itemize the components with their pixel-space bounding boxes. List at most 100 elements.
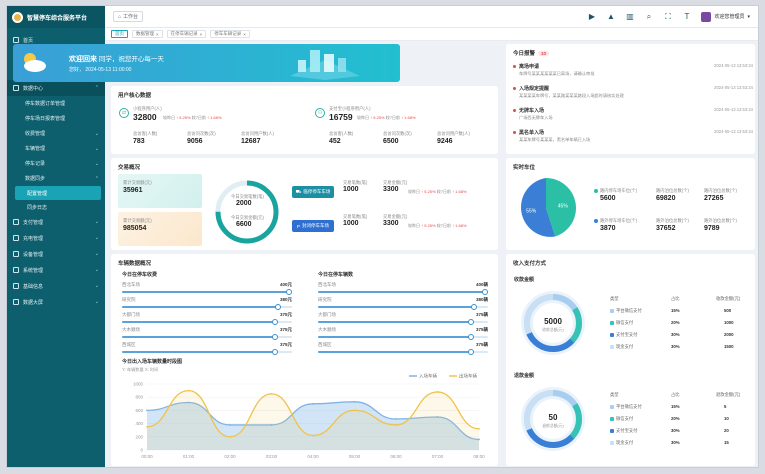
sidebar-item-12[interactable]: 支付管理 ⌄: [7, 214, 105, 230]
workspace-button[interactable]: ⌂ 工作台: [113, 11, 144, 22]
bar-name: 大木顺场: [318, 327, 336, 332]
chevron-icon: ⌄: [94, 219, 99, 225]
tab-label: 数据管理: [136, 31, 154, 36]
bar-value: 400元: [279, 282, 292, 287]
x-tick-label: 01:00: [183, 454, 195, 459]
table-cell-pct: 15%: [671, 308, 680, 313]
tab-label: 首页: [115, 31, 124, 36]
chevron-icon: ⌄: [94, 145, 99, 152]
bar-value: 375元: [279, 327, 292, 332]
trade-box-1: 累计交易额(元) 35961: [118, 174, 202, 208]
bar-knob[interactable]: [275, 304, 282, 310]
vehicle-bar-row: 研究院 380辆: [318, 297, 488, 313]
sidebar-item-13[interactable]: 充电管理 ⌄: [7, 230, 105, 246]
core-sub-value: 6500: [383, 138, 399, 145]
city-illustration: [290, 50, 360, 80]
close-icon[interactable]: ×: [243, 31, 246, 37]
core-right-delta: 较昨日 ↑ 5.25% 较7日前 ↑ 1.68%: [357, 115, 416, 120]
sidebar-item-17[interactable]: 数据大屏 ⌄: [7, 294, 105, 310]
sidebar-item-14[interactable]: 设备管理 ⌄: [7, 246, 105, 262]
fullscreen-icon[interactable]: ⛶: [665, 11, 671, 21]
ring-center-label: 收款总额(元): [542, 327, 564, 332]
sidebar-item-label: 系统管理: [23, 267, 44, 274]
sidebar-item-15[interactable]: 系统管理 ⌄: [7, 262, 105, 278]
legend-label-1: 出场车辆: [459, 373, 477, 380]
vehicle-bar-row: 西城区 375辆: [318, 342, 488, 358]
x-tick-label: 08:00: [473, 454, 485, 459]
legend-swatch: [610, 404, 614, 409]
bar-knob[interactable]: [272, 349, 278, 355]
trade-box-2-value: 985054: [123, 225, 147, 232]
y-tick-label: 600: [135, 408, 143, 413]
tab-0[interactable]: 首页: [111, 30, 128, 38]
legend-swatch: [610, 320, 614, 325]
bar-knob[interactable]: [468, 334, 474, 340]
temp-parking-button[interactable]: ⛟ 临停停车车场: [292, 186, 334, 198]
legend-swatch: [594, 218, 598, 223]
core-sub-value: 452: [329, 138, 341, 145]
sidebar-item-4[interactable]: 停车数据订单管理: [7, 96, 105, 111]
core-right-value: 16759: [329, 112, 353, 122]
sidebar-item-16[interactable]: 基础信息 ⌄: [7, 278, 105, 294]
bar-track: [122, 304, 292, 310]
legend-swatch: [610, 440, 614, 445]
bar-fill: [318, 291, 485, 293]
warning-icon[interactable]: ▲: [607, 12, 615, 21]
alarm-item-time: 2024-05-13 13:53:24: [714, 107, 753, 112]
sidebar-item-9[interactable]: 数据同步 ⌃: [7, 171, 105, 186]
table-cell-amount: 10: [724, 416, 729, 421]
search-icon[interactable]: ⌕: [646, 11, 652, 21]
table-header: 退款金额(元): [716, 392, 741, 397]
vehicle-bar-row: 大木顺场 375辆: [318, 327, 488, 343]
sidebar-item-6[interactable]: 收费管理 ⌄: [7, 126, 105, 141]
alarm-item[interactable]: 黑名单入场 某某车牌号某某某，黑名单车辆已入场 2024-05-13 13:53:2…: [513, 128, 753, 148]
font-size-icon[interactable]: T: [684, 12, 690, 21]
user-menu[interactable]: 欢迎您管理员 ▾: [701, 11, 750, 22]
vehicle-bar-row: 西城区 375元: [122, 342, 292, 358]
bar-knob[interactable]: [471, 304, 478, 310]
sidebar-item-10[interactable]: 配置管理: [15, 186, 101, 200]
tab-3[interactable]: 停车车辆记录 ×: [210, 30, 250, 38]
tab-1[interactable]: 数据管理 ×: [132, 30, 163, 38]
close-icon[interactable]: ×: [156, 31, 159, 37]
alarm-item[interactable]: 无牌车入场 广场西无牌车入场 2024-05-13 13:53:24: [513, 106, 753, 126]
alarm-item[interactable]: 入场规定提醒 某某某某车牌号，某某路某某某路段入场超时请核实处理 2024-05-1…: [513, 84, 753, 104]
core-sub-label: 总访客(人数): [329, 131, 354, 136]
sidebar-item-11[interactable]: 同步日志: [7, 200, 105, 214]
welcome-date: 您好， 2024-05-13 11:00:00: [69, 67, 132, 73]
series-point-0: [436, 416, 439, 418]
legend-swatch: [610, 344, 614, 349]
alarm-item-title: 黑名单入场: [519, 130, 545, 136]
sidebar-item-8[interactable]: 停车记录 ⌄: [7, 156, 105, 171]
weather-icon: [24, 53, 46, 72]
bar-track: [122, 319, 292, 325]
core-sub-label: 总访客(人数): [133, 131, 158, 136]
vehicle-bar-row: 西北车场 400元: [122, 282, 292, 298]
user-icon: ⇄: [119, 108, 129, 118]
bar-knob[interactable]: [481, 289, 488, 295]
sidebar-item-7[interactable]: 车辆管理 ⌄: [7, 141, 105, 156]
bar-knob[interactable]: [468, 349, 474, 355]
close-icon[interactable]: ×: [199, 31, 203, 37]
sidebar-item-label: 首页: [23, 37, 34, 44]
core-sub-label: 总访问次数(次): [187, 131, 216, 136]
sidebar-item-3[interactable]: 数据中心 ⌃: [7, 80, 105, 96]
closed-parking-button[interactable]: P 封闭停车车场: [292, 220, 334, 232]
menu-icon: [13, 85, 19, 91]
alarm-item[interactable]: 离场申请 车牌号某某某某某某已离场，请确认审批 2024-05-13 13:53:2…: [513, 62, 753, 82]
bar-knob[interactable]: [468, 319, 474, 325]
play-icon[interactable]: ▶: [588, 12, 596, 21]
bar-knob[interactable]: [285, 289, 292, 295]
trade-delta: 较昨日 ↑ 5.25% 较7日前 ↑ 1.68%: [408, 189, 467, 194]
tab-2[interactable]: 在停车辆记录 ×: [166, 30, 207, 38]
chevron-icon: ⌄: [94, 251, 99, 257]
sidebar-item-5[interactable]: 停车场日报表管理: [7, 111, 105, 126]
chart-icon[interactable]: ▥: [626, 12, 634, 21]
bar-knob[interactable]: [272, 334, 278, 340]
bar-knob[interactable]: [272, 319, 278, 325]
series-area-1: [147, 390, 479, 450]
realtime-col-label: 路外泊位总数(个): [656, 218, 689, 223]
ring-segment-1: [524, 294, 582, 352]
trade-amount-value: 3300: [383, 186, 399, 193]
sidebar-item-0[interactable]: 首页: [7, 32, 105, 48]
